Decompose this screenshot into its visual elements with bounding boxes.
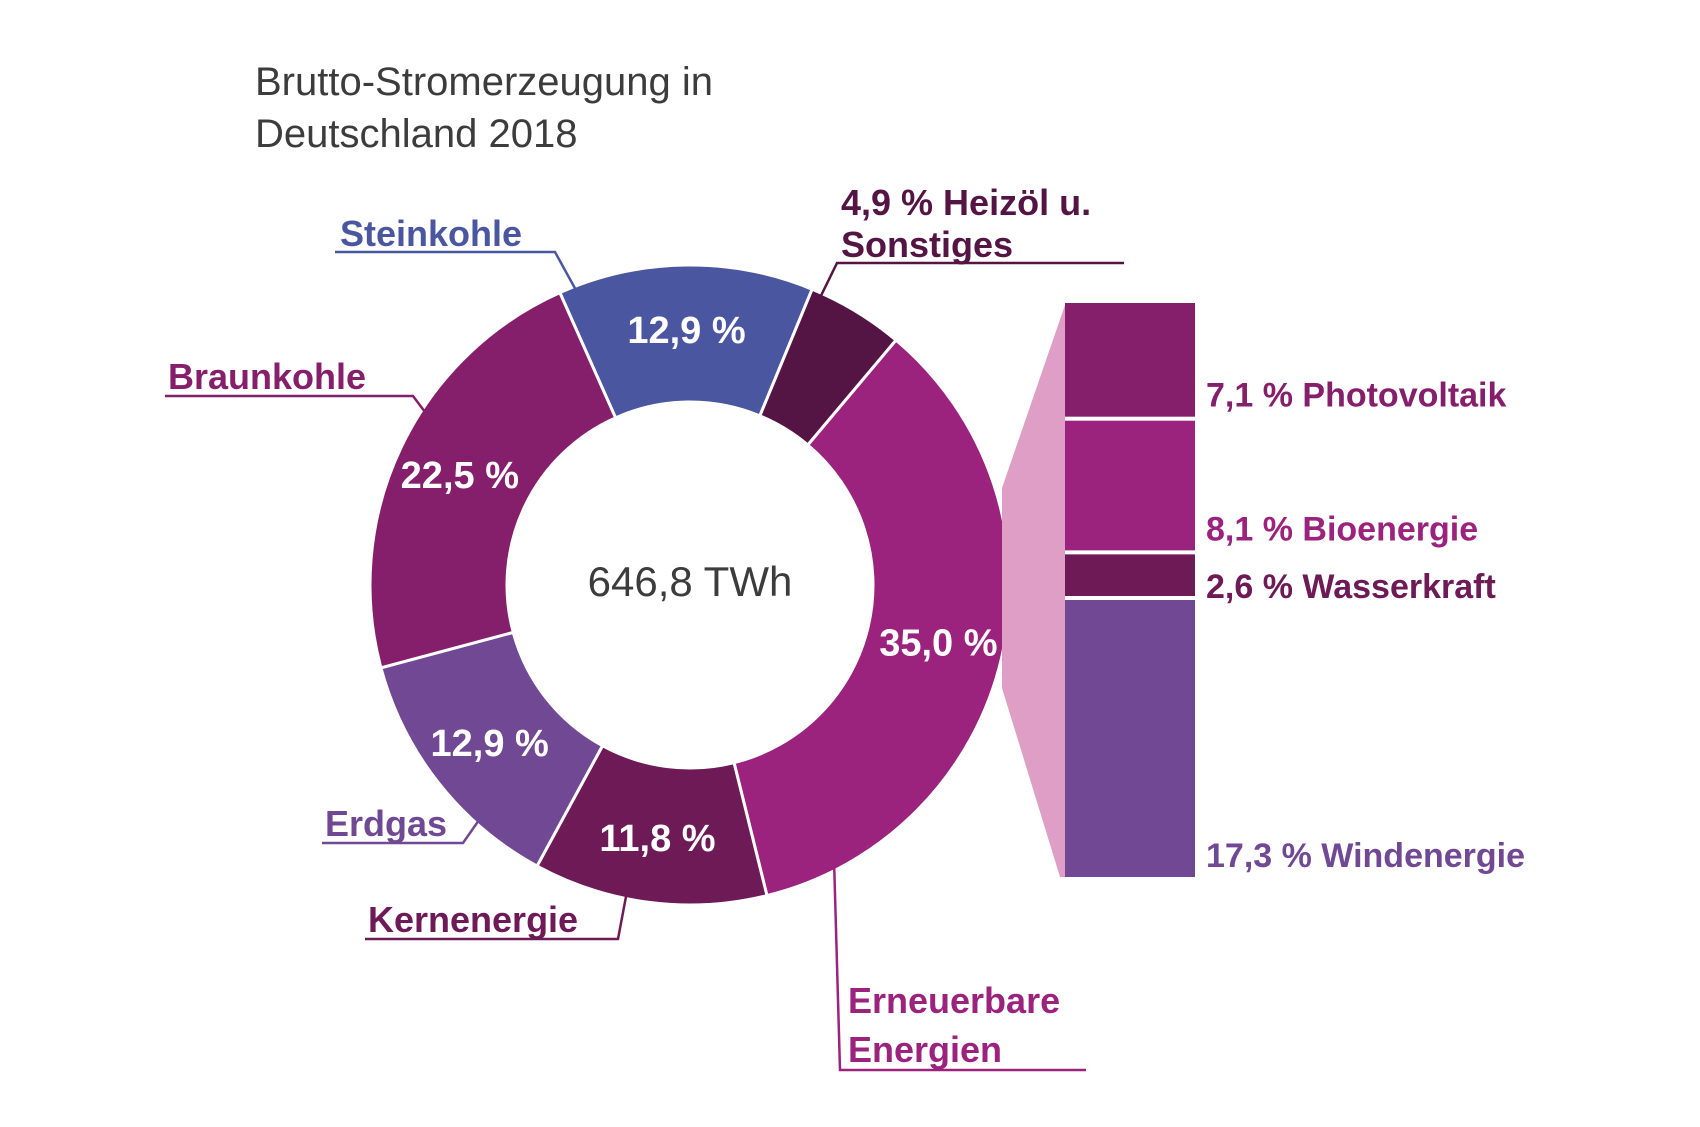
- donut-center-total: 646,8 TWh: [588, 558, 793, 605]
- leader-erneuerbare: [832, 858, 1086, 1072]
- renewables-breakdown-bar: [1065, 303, 1195, 877]
- donut-slice-pct-5: 22,5 %: [401, 455, 519, 497]
- leader-braunkohle: [165, 394, 438, 429]
- breakdown-label-2: 2,6 % Wasserkraft: [1206, 568, 1496, 606]
- label-erdgas: Erdgas: [325, 803, 447, 844]
- breakdown-segment-2: [1065, 554, 1195, 597]
- label-braunkohle: Braunkohle: [168, 356, 366, 397]
- donut-slice-pct-2: 35,0 %: [879, 623, 997, 665]
- leader-erdgas: [322, 809, 488, 845]
- donut-slices: [368, 263, 1012, 907]
- donut-slice-2: [732, 338, 1012, 898]
- label-steinkohle: Steinkohle: [340, 213, 522, 254]
- donut-slice-labels: 12,9 % 35,0 % 11,8 % 12,9 % 22,5 %: [401, 310, 998, 860]
- breakdown-segment-1: [1065, 420, 1195, 551]
- donut-slice-5: [368, 290, 618, 670]
- breakdown-connector: [1002, 305, 1065, 877]
- label-heizoel-line-1: 4,9 % Heizöl u.: [841, 182, 1091, 223]
- leader-steinkohle: [335, 250, 579, 293]
- donut-slice-pct-0: 12,9 %: [627, 310, 745, 352]
- chart-title-line-1: Brutto-Stromerzeugung in: [255, 60, 713, 104]
- label-heizoel-line-2: Sonstiges: [841, 224, 1013, 265]
- renewables-breakdown-labels: 7,1 % Photovoltaik 8,1 % Bioenergie 2,6 % …: [1206, 377, 1525, 875]
- donut-slice-pct-4: 12,9 %: [431, 723, 549, 765]
- breakdown-label-3: 17,3 % Windenergie: [1206, 837, 1525, 875]
- label-kernenergie: Kernenergie: [368, 899, 578, 940]
- breakdown-label-0: 7,1 % Photovoltaik: [1206, 377, 1506, 415]
- label-erneuerbare-line-1: Erneuerbare: [848, 980, 1060, 1021]
- breakdown-label-1: 8,1 % Bioenergie: [1206, 510, 1478, 548]
- leader-heizoel: [813, 261, 1124, 309]
- breakdown-segment-3: [1065, 600, 1195, 877]
- breakdown-segment-0: [1065, 303, 1195, 417]
- label-erneuerbare-line-2: Energien: [848, 1029, 1002, 1070]
- leader-lines: [165, 250, 1124, 1072]
- donut-slice-pct-3: 11,8 %: [599, 818, 715, 860]
- chart-title-line-2: Deutschland 2018: [255, 112, 577, 156]
- leader-kernenergie: [365, 885, 630, 941]
